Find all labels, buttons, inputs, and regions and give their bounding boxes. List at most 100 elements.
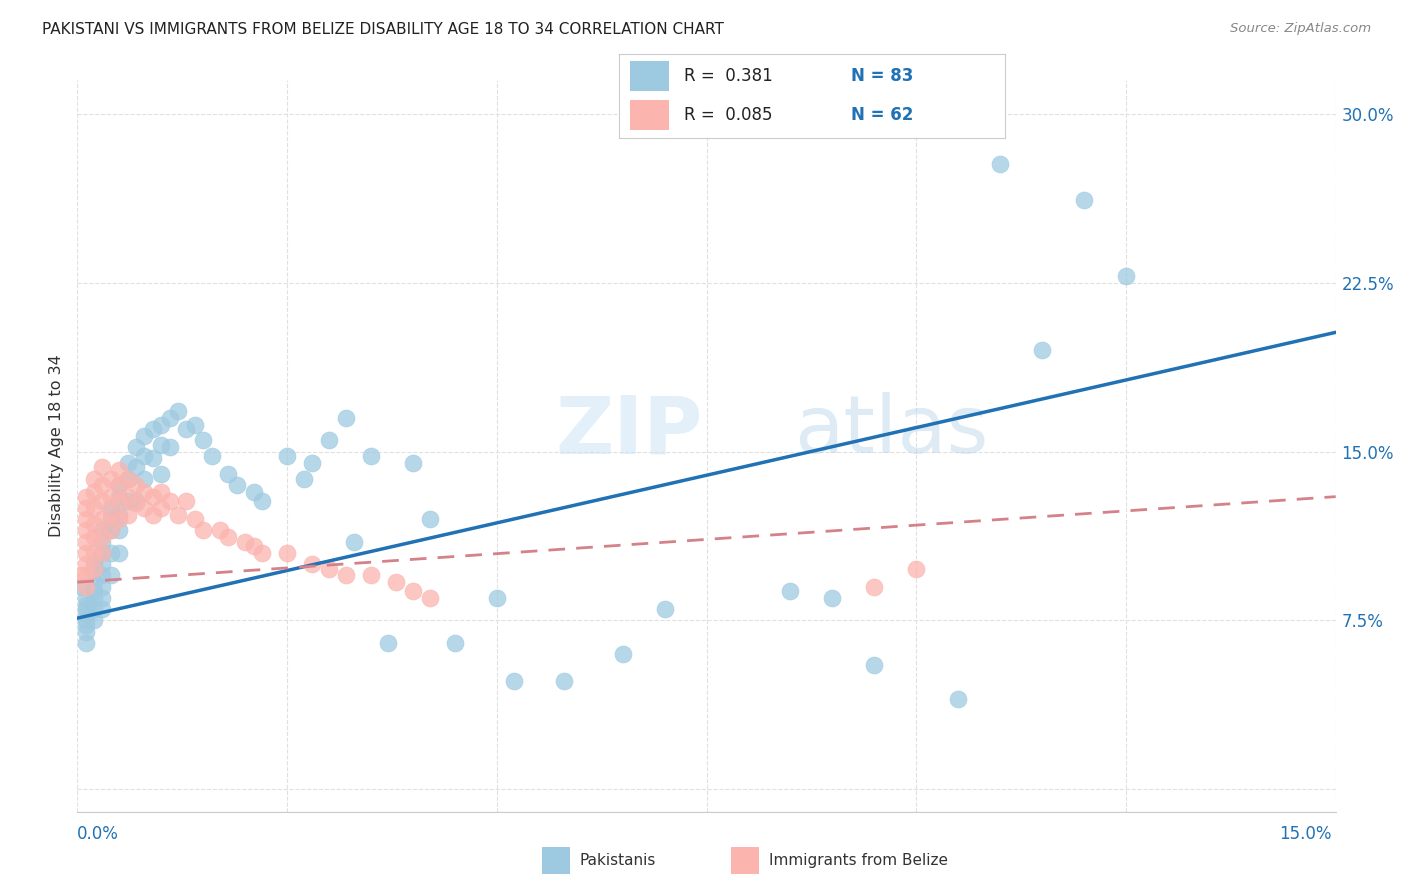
FancyBboxPatch shape	[630, 100, 669, 130]
Point	[91, 494, 114, 508]
Point	[117, 494, 139, 508]
Point	[91, 602, 114, 616]
Point	[242, 539, 264, 553]
Text: Pakistanis: Pakistanis	[579, 854, 657, 868]
Text: 0.0%: 0.0%	[77, 825, 120, 843]
Point	[150, 467, 173, 482]
Point	[75, 591, 97, 605]
Point	[83, 564, 105, 578]
Text: ZIP: ZIP	[555, 392, 703, 470]
Point	[108, 524, 131, 538]
Point	[83, 472, 105, 486]
Point	[91, 568, 114, 582]
Point	[250, 546, 273, 560]
Point	[108, 512, 131, 526]
Point	[100, 490, 122, 504]
FancyBboxPatch shape	[630, 62, 669, 91]
Point	[83, 575, 105, 590]
Point	[108, 490, 131, 504]
Point	[83, 614, 105, 628]
Point	[91, 591, 114, 605]
Point	[142, 422, 165, 436]
Text: PAKISTANI VS IMMIGRANTS FROM BELIZE DISABILITY AGE 18 TO 34 CORRELATION CHART: PAKISTANI VS IMMIGRANTS FROM BELIZE DISA…	[42, 22, 724, 37]
Point	[108, 462, 131, 476]
Point	[1031, 343, 1053, 358]
Point	[91, 530, 114, 544]
Point	[108, 508, 131, 522]
Point	[654, 602, 676, 616]
Point	[821, 591, 844, 605]
Text: Source: ZipAtlas.com: Source: ZipAtlas.com	[1230, 22, 1371, 36]
Point	[117, 472, 139, 486]
Point	[377, 636, 399, 650]
Point	[75, 500, 97, 515]
Point	[108, 478, 131, 492]
Point	[301, 456, 323, 470]
Point	[176, 422, 198, 436]
Point	[91, 580, 114, 594]
Point	[83, 562, 105, 576]
Point	[142, 508, 165, 522]
Point	[100, 472, 122, 486]
Point	[502, 674, 524, 689]
Point	[125, 440, 148, 454]
Text: R =  0.085: R = 0.085	[685, 106, 773, 124]
Point	[75, 598, 97, 612]
Point	[100, 524, 122, 538]
Point	[91, 460, 114, 475]
Point	[100, 508, 122, 522]
Point	[100, 512, 122, 526]
Point	[125, 478, 148, 492]
Point	[150, 485, 173, 500]
Point	[117, 456, 139, 470]
Point	[83, 485, 105, 500]
Point	[134, 485, 156, 500]
Point	[125, 494, 148, 508]
Point	[75, 524, 97, 538]
Point	[125, 496, 148, 510]
Text: N = 83: N = 83	[851, 67, 912, 85]
Point	[208, 524, 231, 538]
Point	[1073, 193, 1095, 207]
Point	[150, 438, 173, 452]
Point	[948, 692, 970, 706]
Point	[83, 591, 105, 605]
Point	[125, 460, 148, 475]
Point	[91, 512, 114, 526]
Point	[292, 472, 315, 486]
Point	[70, 568, 93, 582]
Point	[83, 602, 105, 616]
Text: 15.0%: 15.0%	[1279, 825, 1331, 843]
Point	[863, 658, 886, 673]
Point	[242, 485, 264, 500]
Point	[419, 591, 441, 605]
Point	[159, 494, 181, 508]
Point	[191, 524, 215, 538]
Point	[142, 490, 165, 504]
Point	[75, 512, 97, 526]
Point	[100, 568, 122, 582]
Point	[75, 624, 97, 639]
Point	[184, 417, 207, 432]
Point	[100, 500, 122, 515]
Point	[343, 534, 366, 549]
Point	[91, 546, 114, 560]
Point	[91, 557, 114, 571]
Point	[318, 434, 340, 448]
Point	[75, 580, 97, 594]
Point	[91, 524, 114, 538]
Point	[360, 449, 382, 463]
Point	[75, 568, 97, 582]
Point	[150, 500, 173, 515]
Point	[75, 636, 97, 650]
Y-axis label: Disability Age 18 to 34: Disability Age 18 to 34	[49, 355, 65, 537]
Point	[485, 591, 508, 605]
Point	[184, 512, 207, 526]
Point	[444, 636, 467, 650]
Point	[117, 508, 139, 522]
Point	[83, 500, 105, 515]
Point	[335, 568, 357, 582]
Point	[191, 434, 215, 448]
Point	[200, 449, 222, 463]
Point	[385, 575, 408, 590]
